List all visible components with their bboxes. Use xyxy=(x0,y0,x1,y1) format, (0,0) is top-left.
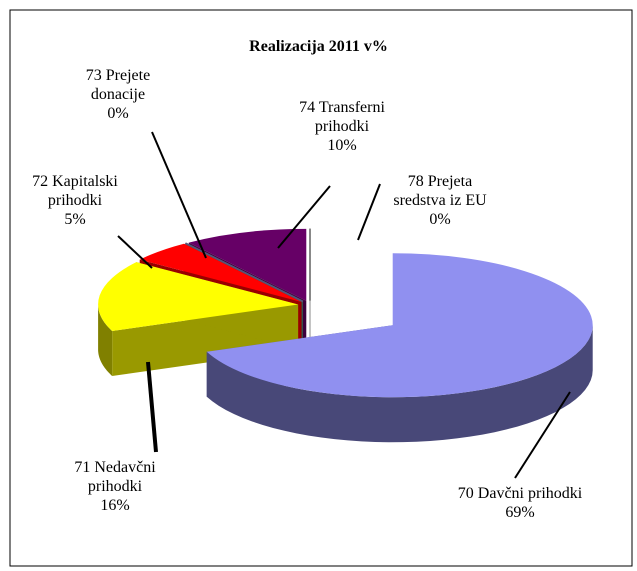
value-label: 0% xyxy=(429,211,451,228)
value-label: 0% xyxy=(107,105,129,122)
slice-top xyxy=(206,253,593,398)
pie xyxy=(98,228,593,443)
value-label: 5% xyxy=(64,211,86,228)
leader-line xyxy=(277,185,331,249)
chart-title: Realizacija 2011 v% xyxy=(249,38,388,55)
value-label: 16% xyxy=(100,497,130,514)
leader-line xyxy=(514,391,571,479)
slice xyxy=(98,262,299,376)
leader-line xyxy=(117,235,153,269)
category-label: 74 Transferni prihodki xyxy=(299,99,385,135)
category-label: 78 Prejeta sredstva iz EU xyxy=(393,173,487,209)
category-label: 70 Davčni prihodki xyxy=(457,485,583,502)
leader-line xyxy=(146,361,158,453)
leader-line xyxy=(151,131,207,259)
data-label: 72 Kapitalski prihodki 5% xyxy=(20,172,130,229)
data-label: 73 Prejete donacije 0% xyxy=(58,66,178,123)
category-label: 73 Prejete donacije xyxy=(85,67,151,103)
slice-wall xyxy=(98,304,113,376)
data-label: 78 Prejeta sredstva iz EU 0% xyxy=(385,172,495,229)
slice-wall xyxy=(206,325,593,443)
category-label: 71 Nedavčni prihodki xyxy=(74,459,156,495)
value-label: 10% xyxy=(327,137,357,154)
category-label: 72 Kapitalski prihodki xyxy=(32,173,118,209)
leader-line xyxy=(357,183,381,241)
slice-top xyxy=(184,242,304,303)
slice-top xyxy=(98,262,299,331)
data-label: 71 Nedavčni prihodki 16% xyxy=(55,458,175,515)
slice-top xyxy=(139,243,302,302)
slice-top xyxy=(188,228,307,301)
value-label: 69% xyxy=(505,504,535,521)
data-label: 74 Transferni prihodki 10% xyxy=(287,98,397,155)
slice xyxy=(206,253,593,443)
data-label: 70 Davčni prihodki 69% xyxy=(455,484,585,522)
chart-border xyxy=(9,9,633,567)
leader-lines xyxy=(117,131,571,479)
